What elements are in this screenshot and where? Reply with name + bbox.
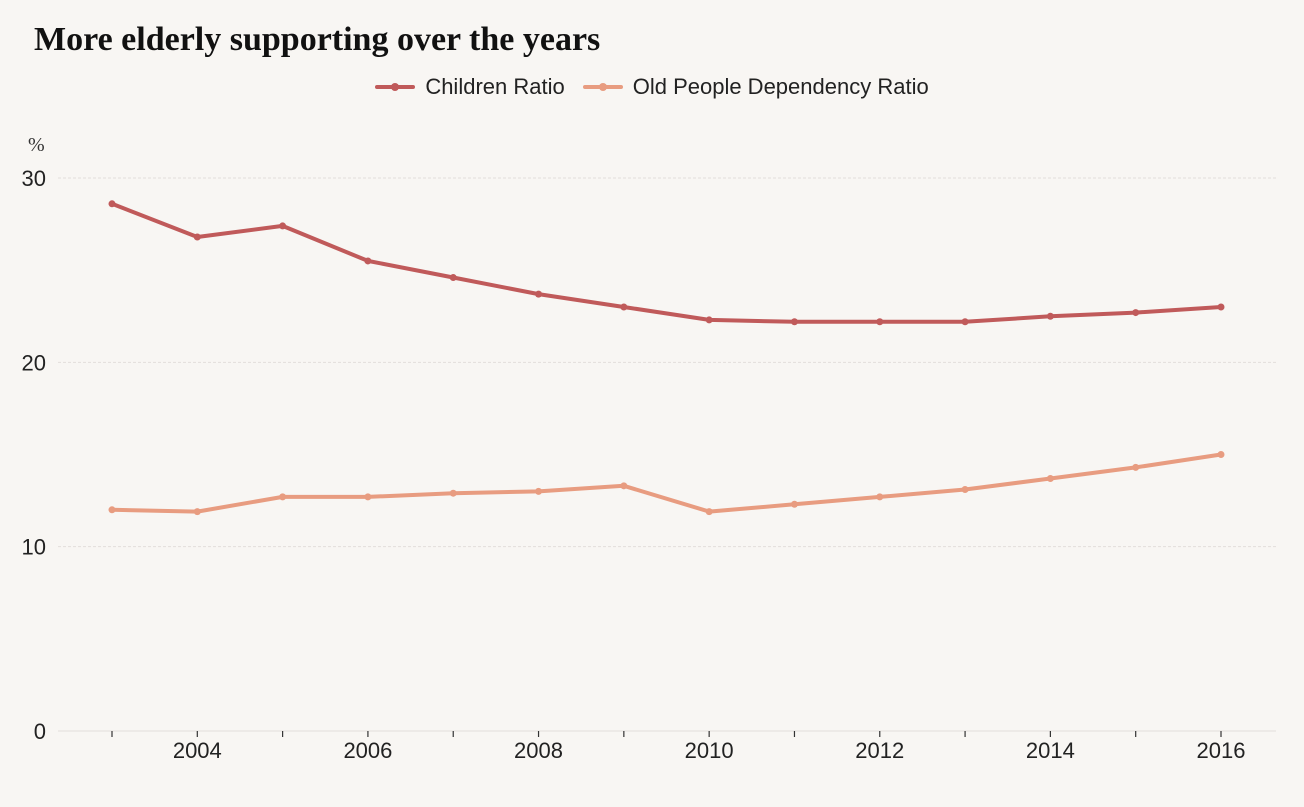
- legend-label-old-people-dependency-ratio: Old People Dependency Ratio: [632, 74, 929, 99]
- y-tick-label-0: 0: [34, 719, 46, 744]
- legend-item-old-people-dependency-ratio[interactable]: Old People Dependency Ratio: [582, 74, 929, 100]
- data-point-children-ratio-2005: [279, 222, 287, 230]
- x-tick-label-2004: 2004: [173, 738, 222, 763]
- x-tick-label-2016: 2016: [1197, 738, 1246, 763]
- data-point-old-people-dependency-ratio-2015: [1132, 463, 1140, 471]
- y-tick-label-30: 30: [22, 166, 46, 191]
- data-point-children-ratio-2004: [193, 233, 201, 241]
- data-point-old-people-dependency-ratio-2011: [790, 500, 798, 508]
- data-point-children-ratio-2003: [108, 200, 116, 208]
- data-point-old-people-dependency-ratio-2009: [620, 482, 628, 490]
- data-point-old-people-dependency-ratio-2010: [705, 508, 713, 516]
- data-point-old-people-dependency-ratio-2006: [364, 493, 372, 501]
- data-point-old-people-dependency-ratio-2014: [1046, 474, 1054, 482]
- series-line-old-people-dependency-ratio: [110, 452, 1223, 514]
- data-point-children-ratio-2013: [961, 318, 969, 326]
- x-tick-label-2010: 2010: [685, 738, 734, 763]
- x-tick-label-2008: 2008: [514, 738, 563, 763]
- chart-title: More elderly supporting over the years: [34, 21, 601, 58]
- legend: Children Ratio Old People Dependency Rat…: [0, 72, 1304, 102]
- y-axis-unit-label: %: [28, 134, 45, 156]
- legend-swatch-old-people-dependency-ratio: [582, 83, 623, 91]
- legend-item-children-ratio[interactable]: Children Ratio: [375, 74, 565, 100]
- data-point-children-ratio-2016: [1217, 303, 1225, 311]
- data-point-old-people-dependency-ratio-2016: [1217, 451, 1225, 458]
- data-point-old-people-dependency-ratio-2003: [108, 506, 116, 514]
- data-point-old-people-dependency-ratio-2007: [449, 489, 457, 497]
- x-tick-label-2014: 2014: [1026, 738, 1075, 763]
- data-point-old-people-dependency-ratio-2012: [876, 493, 884, 501]
- data-point-children-ratio-2009: [620, 303, 628, 311]
- legend-label-children-ratio: Children Ratio: [425, 74, 565, 99]
- data-point-children-ratio-2006: [364, 257, 372, 265]
- data-point-children-ratio-2014: [1046, 312, 1054, 320]
- series-line-children-ratio: [110, 201, 1223, 324]
- data-point-children-ratio-2007: [449, 274, 457, 282]
- data-point-old-people-dependency-ratio-2004: [193, 508, 201, 516]
- legend-swatch-children-ratio: [375, 83, 416, 91]
- data-point-old-people-dependency-ratio-2008: [535, 487, 543, 495]
- data-point-children-ratio-2010: [705, 316, 713, 324]
- data-point-children-ratio-2008: [535, 290, 543, 298]
- x-tick-label-2012: 2012: [855, 738, 904, 763]
- data-point-children-ratio-2012: [876, 318, 884, 326]
- data-point-children-ratio-2015: [1132, 309, 1140, 317]
- x-tick-label-2006: 2006: [343, 738, 392, 763]
- data-point-old-people-dependency-ratio-2005: [279, 493, 287, 501]
- y-tick-label-20: 20: [22, 350, 46, 375]
- y-tick-label-10: 10: [22, 535, 46, 560]
- data-point-old-people-dependency-ratio-2013: [961, 486, 969, 494]
- data-point-children-ratio-2011: [790, 318, 798, 326]
